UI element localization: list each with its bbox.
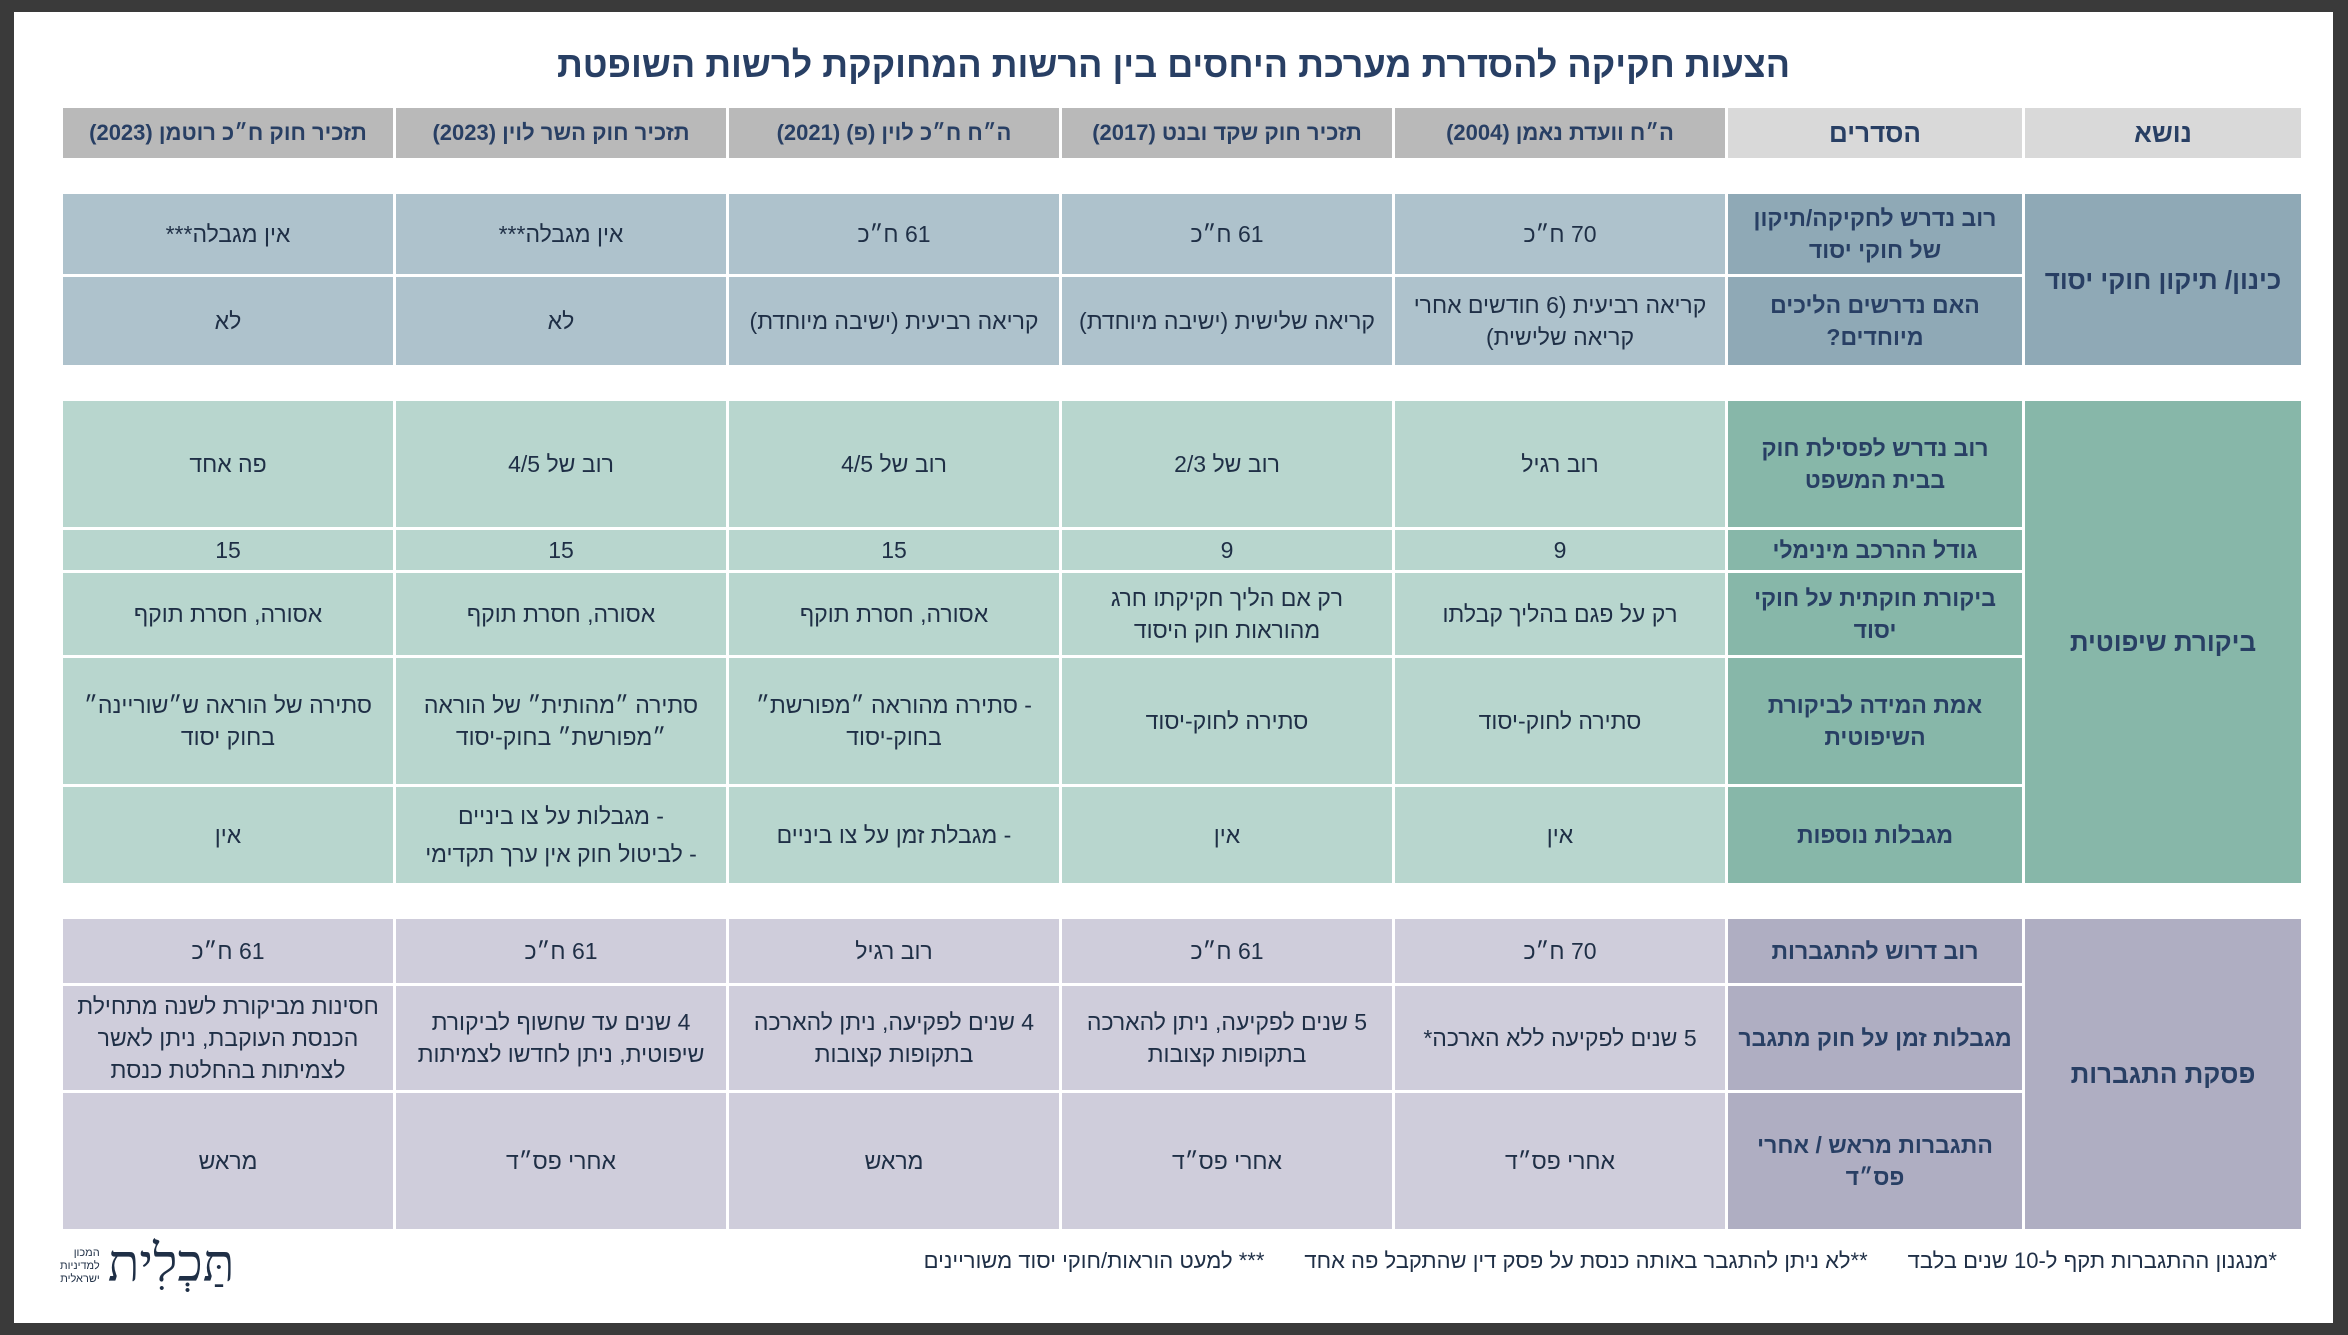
table-cell: קריאה רביעית (6 חודשים אחרי קריאה שלישית… (1395, 277, 1725, 365)
table-row: התגברות מראש / אחרי פס״ד אחרי פס״ד אחרי פס… (63, 1093, 2301, 1229)
header-topic: נושא (2025, 108, 2301, 158)
spacer-cell (63, 368, 2301, 398)
footnotes: *מנגנון ההתגברות תקף ל-10 שנים בלבד **לא… (924, 1248, 2277, 1274)
table-cell: - מגבלות על צו ביניים - לביטול חוק אין ער… (396, 787, 726, 883)
footnote: **לא ניתן להתגבר באותה כנסת על פסק דין ש… (1304, 1248, 1868, 1273)
comparison-table: נושא הסדרים ה״ח וועדת נאמן (2004) תזכיר … (60, 105, 2304, 1232)
table-cell: 70 ח״כ (1395, 919, 1725, 983)
table-cell: 15 (396, 530, 726, 570)
section-topic: ביקורת שיפוטית (2025, 401, 2301, 883)
footnote: *מנגנון ההתגברות תקף ל-10 שנים בלבד (1907, 1248, 2277, 1273)
arrangement-label: התגברות מראש / אחרי פס״ד (1728, 1093, 2022, 1229)
header-column: ה״ח ח״כ לוין (פ) (2021) (729, 108, 1059, 158)
table-cell: אין מגבלה*** (63, 194, 393, 274)
table-cell: 15 (63, 530, 393, 570)
arrangement-label: רוב נדרש לחקיקה/תיקון של חוקי יסוד (1728, 194, 2022, 274)
table-cell: מראש (729, 1093, 1059, 1229)
table-row: כינון/ תיקון חוקי יסוד רוב נדרש לחקיקה/תי… (63, 194, 2301, 365)
arrangement-label: ביקורת חוקתית על חוקי יסוד (1728, 573, 2022, 655)
table-cell: חסינות מביקורת לשנה מתחילת הכנסת העוקבת,… (63, 986, 393, 1090)
table-cell: - סתירה מהוראה ״מפורשת״ בחוק-יסוד (729, 658, 1059, 784)
cell-line: - מגבלות על צו ביניים (458, 803, 664, 829)
table-cell: 61 ח״כ (63, 919, 393, 983)
table-cell: 5 שנים לפקיעה, ניתן להארכה בתקופות קצובו… (1062, 986, 1392, 1090)
logo-subtitle: המכון למדיניות ישראלית (60, 1247, 100, 1285)
table-cell: 9 (1062, 530, 1392, 570)
table-cell: 61 ח״כ (1062, 194, 1392, 274)
logo-mark: תַּכְלִית (107, 1234, 235, 1294)
footnote: *** למעט הוראות/חוקי יסוד משוריינים (923, 1248, 1265, 1273)
table-cell: מראש (63, 1093, 393, 1229)
arrangement-label: האם נדרשים הליכים מיוחדים? (1728, 277, 2022, 365)
table-row: אמת המידה לביקורת השיפוטית סתירה לחוק-יסו… (63, 658, 2301, 784)
spacer-cell (63, 161, 2301, 191)
table-cell: אין (1062, 787, 1392, 883)
table-cell: אסורה, חסרת תוקף (729, 573, 1059, 655)
header-column: ה״ח וועדת נאמן (2004) (1395, 108, 1725, 158)
header-column: תזכיר חוק ח״כ רוטמן (2023) (63, 108, 393, 158)
arrangement-label: רוב נדרש לפסילת חוק בבית המשפט (1728, 401, 2022, 527)
table-cell: לא (63, 277, 393, 365)
section-spacer (63, 886, 2301, 916)
table-cell: 70 ח״כ (1395, 194, 1725, 274)
table-cell: סתירה לחוק-יסוד (1062, 658, 1392, 784)
table-cell: רוב רגיל (729, 919, 1059, 983)
table-cell: אין (1395, 787, 1725, 883)
table-row: מגבלות זמן על חוק מתגבר 5 שנים לפקיעה ללא… (63, 986, 2301, 1090)
table-cell: 15 (729, 530, 1059, 570)
section-spacer (63, 368, 2301, 398)
header-column: תזכיר חוק שקד ובנט (2017) (1062, 108, 1392, 158)
table-cell: רק אם הליך חקיקתו חרג מהוראות חוק היסוד (1062, 573, 1392, 655)
page-title: הצעות חקיקה להסדרת מערכת היחסים בין הרשו… (556, 44, 1791, 85)
table-cell: רוב של 2/3 (1062, 401, 1392, 527)
table-cell: קריאה שלישית (ישיבה מיוחדת) (1062, 277, 1392, 365)
table-cell: אחרי פס״ד (396, 1093, 726, 1229)
table-cell: - מגבלת זמן על צו ביניים (729, 787, 1059, 883)
header-row: נושא הסדרים ה״ח וועדת נאמן (2004) תזכיר … (63, 108, 2301, 158)
section-spacer (63, 161, 2301, 191)
table-cell: פה אחד (63, 401, 393, 527)
table-cell: רוב של 4/5 (396, 401, 726, 527)
table-cell: סתירה ״מהותית״ של הוראה ״מפורשת״ בחוק-יס… (396, 658, 726, 784)
table-cell: אין (63, 787, 393, 883)
table-cell: אחרי פס״ד (1062, 1093, 1392, 1229)
spacer-cell (63, 886, 2301, 916)
arrangement-label: מגבלות נוספות (1728, 787, 2022, 883)
table-cell: 4 שנים עד שחשוף לביקורת שיפוטית, ניתן לח… (396, 986, 726, 1090)
table-cell: סתירה לחוק-יסוד (1395, 658, 1725, 784)
arrangement-label: אמת המידה לביקורת השיפוטית (1728, 658, 2022, 784)
table-row: גודל ההרכב מינימלי 9 9 15 15 15 (63, 530, 2301, 570)
table-cell: 61 ח״כ (1062, 919, 1392, 983)
table-cell: סתירה של הוראה ש״שוריינה״ בחוק יסוד (63, 658, 393, 784)
arrangement-label: גודל ההרכב מינימלי (1728, 530, 2022, 570)
arrangement-label: מגבלות זמן על חוק מתגבר (1728, 986, 2022, 1090)
table-cell: רוב של 4/5 (729, 401, 1059, 527)
table-row: ביקורת שיפוטית רוב נדרש לפסילת חוק בבית ה… (63, 401, 2301, 883)
arrangement-label: רוב דרוש להתגברות (1728, 919, 2022, 983)
table-cell: 9 (1395, 530, 1725, 570)
table-cell: 4 שנים לפקיעה, ניתן להארכה בתקופות קצובו… (729, 986, 1059, 1090)
document-sheet: הצעות חקיקה להסדרת מערכת היחסים בין הרשו… (14, 12, 2333, 1323)
table-cell: רק על פגם בהליך קבלתו (1395, 573, 1725, 655)
table-cell: אין מגבלה*** (396, 194, 726, 274)
cell-line: - לביטול חוק אין ערך תקדימי (425, 841, 697, 867)
section-topic: כינון/ תיקון חוקי יסוד (2025, 194, 2301, 365)
table-cell: לא (396, 277, 726, 365)
section-topic: פסקת התגברות (2025, 919, 2301, 1229)
tachlit-logo: המכון למדיניות ישראלית תַּכְלִית (60, 1234, 235, 1294)
table-cell: קריאה רביעית (ישיבה מיוחדת) (729, 277, 1059, 365)
table-row: מגבלות נוספות אין אין - מגבלת זמן על צו בינ… (63, 787, 2301, 883)
table-cell: רוב רגיל (1395, 401, 1725, 527)
table-cell: אסורה, חסרת תוקף (63, 573, 393, 655)
table-row: האם נדרשים הליכים מיוחדים? קריאה רביעית (… (63, 277, 2301, 365)
table-cell: 61 ח״כ (396, 919, 726, 983)
table-cell: 5 שנים לפקיעה ללא הארכה* (1395, 986, 1725, 1090)
table-cell: 61 ח״כ (729, 194, 1059, 274)
header-arrangements: הסדרים (1728, 108, 2022, 158)
table-cell: אסורה, חסרת תוקף (396, 573, 726, 655)
table-cell: אחרי פס״ד (1395, 1093, 1725, 1229)
table-row: פסקת התגברות רוב דרוש להתגברות 70 ח״כ 61 ח״… (63, 919, 2301, 1229)
header-column: תזכיר חוק השר לוין (2023) (396, 108, 726, 158)
table-row: ביקורת חוקתית על חוקי יסוד רק על פגם בהלי… (63, 573, 2301, 655)
